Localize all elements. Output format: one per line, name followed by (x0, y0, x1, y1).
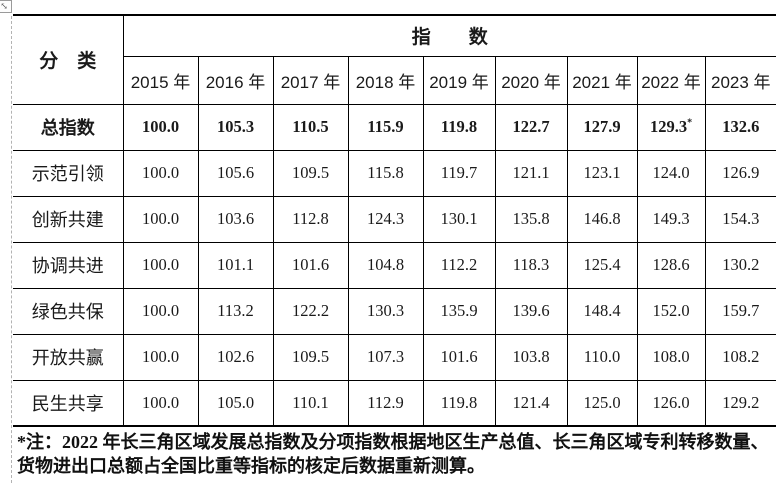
category-cell[interactable]: 创新共建 (13, 195, 124, 243)
table-row: 民生共享 100.0 105.0 110.1 112.9 119.8 121.4 125.0 1… (13, 379, 776, 427)
value-cell[interactable]: 130.3 (347, 287, 424, 335)
table-row: 开放共赢 100.0 102.6 109.5 107.3 101.6 103.8 110.0 1… (13, 333, 776, 381)
value-cell[interactable]: 139.6 (494, 287, 568, 335)
value-cell[interactable]: 123.1 (566, 149, 638, 197)
value-cell[interactable]: 100.0 (122, 149, 199, 197)
category-cell[interactable]: 绿色共保 (13, 287, 124, 335)
value-cell[interactable]: 107.3 (347, 333, 424, 381)
category-cell[interactable]: 协调共进 (13, 241, 124, 289)
value-cell[interactable]: 124.3 (347, 195, 424, 243)
year-header-cell[interactable]: 2015 年 (123, 55, 199, 105)
value-cell[interactable]: 122.7 (494, 103, 568, 151)
value-cell[interactable]: 129.3* (636, 103, 706, 151)
value-cell[interactable]: 149.3 (636, 195, 706, 243)
category-cell[interactable]: 民生共享 (13, 379, 124, 427)
value-cell[interactable]: 148.4 (566, 287, 638, 335)
value-cell[interactable]: 127.9 (566, 103, 638, 151)
value-cell[interactable]: 109.5 (272, 149, 349, 197)
value-cell[interactable]: 103.8 (494, 333, 568, 381)
table-row: 绿色共保 100.0 113.2 122.2 130.3 135.9 139.6 148.4 1… (13, 287, 776, 335)
value-cell[interactable]: 146.8 (566, 195, 638, 243)
value-cell[interactable]: 110.0 (566, 333, 638, 381)
value-cell[interactable]: 135.9 (422, 287, 496, 335)
value-cell[interactable]: 100.0 (122, 333, 199, 381)
text-boundary-gridline (11, 16, 12, 483)
value-cell[interactable]: 105.6 (197, 149, 274, 197)
year-header-cell[interactable]: 2022 年 (636, 55, 706, 105)
table-row: 协调共进 100.0 101.1 101.6 104.8 112.2 118.3 125.4 1… (13, 241, 776, 289)
value-cell[interactable]: 121.4 (494, 379, 568, 427)
value-cell[interactable]: 103.6 (197, 195, 274, 243)
value-cell[interactable]: 159.7 (704, 287, 776, 335)
value-cell[interactable]: 100.0 (122, 103, 199, 151)
value-cell[interactable]: 101.6 (422, 333, 496, 381)
value-cell[interactable]: 154.3 (704, 195, 776, 243)
value-cell[interactable]: 119.8 (422, 379, 496, 427)
footnote-asterisk: * (687, 117, 693, 129)
category-cell[interactable]: 示范引领 (13, 149, 124, 197)
year-header-cell[interactable]: 2021 年 (566, 55, 638, 105)
value-cell[interactable]: 108.2 (704, 333, 776, 381)
value-cell[interactable]: 135.8 (494, 195, 568, 243)
value-cell[interactable]: 124.0 (636, 149, 706, 197)
value-cell[interactable]: 130.2 (704, 241, 776, 289)
year-header-cell[interactable]: 2017 年 (272, 55, 349, 105)
value-cell[interactable]: 101.1 (197, 241, 274, 289)
corner-header-cell[interactable]: 分 类 (13, 14, 124, 105)
value-cell[interactable]: 100.0 (122, 379, 199, 427)
value-cell[interactable]: 121.1 (494, 149, 568, 197)
value-cell[interactable]: 112.8 (272, 195, 349, 243)
value-cell[interactable]: 125.0 (566, 379, 638, 427)
value-cell[interactable]: 112.9 (347, 379, 424, 427)
value-cell[interactable]: 125.4 (566, 241, 638, 289)
year-header-cell[interactable]: 2016 年 (197, 55, 274, 105)
footnote-line-2: 货物进出口总额占全国比重等指标的核定后数据重新测算。 (17, 456, 485, 476)
footnote-line-1: *注：2022 年长三角区域发展总指数及分项指数根据地区生产总值、长三角区域专利… (17, 432, 769, 452)
value-cell[interactable]: 130.1 (422, 195, 496, 243)
value-cell[interactable]: 104.8 (347, 241, 424, 289)
group-header-row: 分 类 指 数 (13, 14, 776, 105)
value-cell[interactable]: 110.1 (272, 379, 349, 427)
footnote[interactable]: *注：2022 年长三角区域发展总指数及分项指数根据地区生产总值、长三角区域专利… (17, 430, 773, 478)
index-group-header-cell[interactable]: 指 数 (122, 14, 776, 57)
value-cell[interactable]: 105.0 (197, 379, 274, 427)
table-row: 创新共建 100.0 103.6 112.8 124.3 130.1 135.8 146.8 1… (13, 195, 776, 243)
value-cell[interactable]: 122.2 (272, 287, 349, 335)
value-cell[interactable]: 113.2 (197, 287, 274, 335)
value-cell[interactable]: 132.6 (704, 103, 776, 151)
value-cell[interactable]: 115.8 (347, 149, 424, 197)
value-cell[interactable]: 119.8 (422, 103, 496, 151)
value-cell[interactable]: 105.3 (197, 103, 274, 151)
value-cell[interactable]: 152.0 (636, 287, 706, 335)
value-cell[interactable]: 100.0 (122, 287, 199, 335)
value-cell[interactable]: 129.2 (704, 379, 776, 427)
year-header-row: 2015 年 2016 年 2017 年 2018 年 2019 年 2020 年 2021… (13, 55, 776, 105)
year-header-cell[interactable]: 2020 年 (494, 55, 568, 105)
value-cell[interactable]: 110.5 (272, 103, 349, 151)
value-cell[interactable]: 126.9 (704, 149, 776, 197)
category-cell[interactable]: 开放共赢 (13, 333, 124, 381)
value-cell[interactable]: 126.0 (636, 379, 706, 427)
year-header-cell[interactable]: 2018 年 (347, 55, 424, 105)
value-cell[interactable]: 108.0 (636, 333, 706, 381)
value-cell[interactable]: 119.7 (422, 149, 496, 197)
index-table: 分 类 指 数 2015 年 2016 年 2017 年 2018 年 2019 年 20… (13, 14, 776, 427)
value-cell[interactable]: 102.6 (197, 333, 274, 381)
value-cell[interactable]: 101.6 (272, 241, 349, 289)
year-header-cell[interactable]: 2023 年 (704, 55, 776, 105)
table-row: 示范引领 100.0 105.6 109.5 115.8 119.7 121.1 123.1 1… (13, 149, 776, 197)
value-cell[interactable]: 109.5 (272, 333, 349, 381)
value-cell[interactable]: 112.2 (422, 241, 496, 289)
table-move-handle-icon[interactable]: ⤡ (0, 0, 12, 13)
value-cell[interactable]: 128.6 (636, 241, 706, 289)
year-header-cell[interactable]: 2019 年 (422, 55, 496, 105)
table-row: 总指数 100.0 105.3 110.5 115.9 119.8 122.7 127.9 12… (13, 103, 776, 151)
value-cell[interactable]: 115.9 (347, 103, 424, 151)
category-cell[interactable]: 总指数 (13, 103, 124, 151)
value-cell[interactable]: 118.3 (494, 241, 568, 289)
value-cell[interactable]: 100.0 (122, 195, 199, 243)
value-cell[interactable]: 100.0 (122, 241, 199, 289)
